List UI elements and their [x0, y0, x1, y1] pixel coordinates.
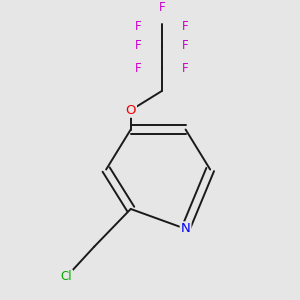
- Text: F: F: [135, 20, 142, 33]
- Text: F: F: [158, 1, 165, 14]
- Text: F: F: [135, 61, 142, 75]
- Text: O: O: [125, 104, 136, 117]
- Text: F: F: [182, 61, 189, 75]
- Text: F: F: [182, 20, 189, 33]
- Text: F: F: [182, 39, 189, 52]
- Text: N: N: [181, 222, 190, 235]
- Text: F: F: [135, 39, 142, 52]
- Text: Cl: Cl: [61, 270, 72, 284]
